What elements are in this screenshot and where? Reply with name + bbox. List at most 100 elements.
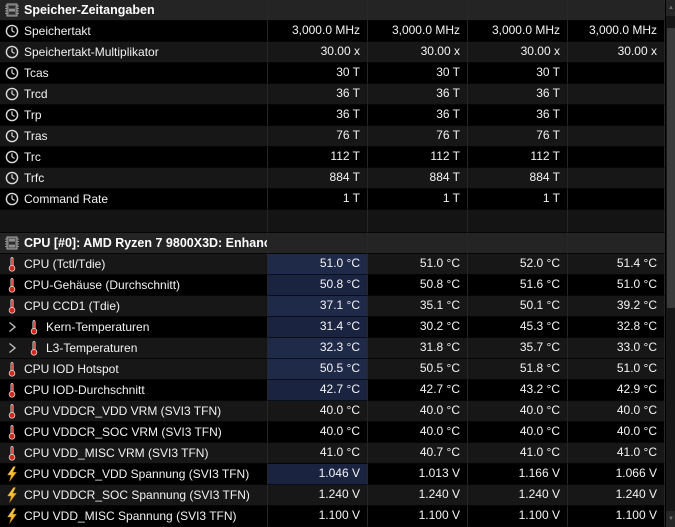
sensor-row[interactable]: Trcd 36 T 36 T 36 T <box>0 84 665 105</box>
sensor-label: CPU VDDCR_VDD Spannung (SVI3 TFN) <box>24 466 250 481</box>
current-value: 32.3 °C <box>268 338 368 359</box>
sensor-row[interactable]: CPU VDDCR_VDD Spannung (SVI3 TFN) 1.046 V… <box>0 464 665 485</box>
minimum-value: 40.0 °C <box>368 422 468 443</box>
thermometer-icon <box>26 319 42 335</box>
current-value: 37.1 °C <box>268 296 368 317</box>
current-value: 41.0 °C <box>268 443 368 464</box>
maximum-value: 41.0 °C <box>468 443 568 464</box>
sensor-label: Tras <box>24 128 48 143</box>
current-value: 31.4 °C <box>268 317 368 338</box>
sensor-row[interactable]: CPU VDDCR_SOC Spannung (SVI3 TFN) 1.240 V… <box>0 485 665 506</box>
average-value: 1.240 V <box>568 485 665 506</box>
section-header[interactable]: CPU [#0]: AMD Ryzen 7 9800X3D: Enhanced <box>0 233 665 254</box>
thermometer-icon <box>4 361 20 377</box>
sensor-label: Command Rate <box>24 191 109 206</box>
average-value: 1.100 V <box>568 506 665 527</box>
scroll-up-button[interactable]: ▲ <box>666 0 675 16</box>
maximum-value: 30 T <box>468 63 568 84</box>
section-header[interactable]: Speicher-Zeitangaben <box>0 0 665 21</box>
sensor-row[interactable]: CPU VDD_MISC VRM (SVI3 TFN) 41.0 °C 40.7 °… <box>0 443 665 464</box>
maximum-value: 52.0 °C <box>468 254 568 275</box>
vertical-scrollbar[interactable]: ▲ ▼ <box>665 0 675 527</box>
average-value: 33.0 °C <box>568 338 665 359</box>
sensor-row[interactable]: CPU (Tctl/Tdie) 51.0 °C 51.0 °C 52.0 °C 51.4… <box>0 254 665 275</box>
maximum-value: 40.0 °C <box>468 422 568 443</box>
average-value: 51.0 °C <box>568 275 665 296</box>
thermometer-icon <box>4 382 20 398</box>
minimum-value: 1.100 V <box>368 506 468 527</box>
average-value: 40.0 °C <box>568 422 665 443</box>
sensor-row[interactable]: Trp 36 T 36 T 36 T <box>0 105 665 126</box>
thermometer-icon <box>4 298 20 314</box>
current-value: 50.8 °C <box>268 275 368 296</box>
average-value: 32.8 °C <box>568 317 665 338</box>
sensor-label: Trc <box>24 149 41 164</box>
bolt-icon <box>4 487 20 503</box>
sensor-row[interactable]: CPU CCD1 (Tdie) 37.1 °C 35.1 °C 50.1 °C 39.2… <box>0 296 665 317</box>
average-value: 51.0 °C <box>568 359 665 380</box>
sensor-label: CPU IOD-Durchschnitt <box>24 382 145 397</box>
current-value: 1.240 V <box>268 485 368 506</box>
maximum-value: 76 T <box>468 126 568 147</box>
sensor-label: L3-Temperaturen <box>46 340 138 355</box>
average-value <box>568 126 665 147</box>
scroll-down-button[interactable]: ▼ <box>666 511 675 527</box>
current-value: 76 T <box>268 126 368 147</box>
maximum-value: 3,000.0 MHz <box>468 21 568 42</box>
sensor-label: CPU VDD_MISC VRM (SVI3 TFN) <box>24 445 209 460</box>
clock-icon <box>4 65 20 81</box>
minimum-value: 30.00 x <box>368 42 468 63</box>
sensor-row[interactable]: Speichertakt 3,000.0 MHz 3,000.0 MHz 3,000.… <box>0 21 665 42</box>
minimum-value: 40.7 °C <box>368 443 468 464</box>
sensor-row[interactable]: L3-Temperaturen 32.3 °C 31.8 °C 35.7 °C 33.0… <box>0 338 665 359</box>
expand-chevron-icon[interactable] <box>4 319 20 335</box>
minimum-value: 36 T <box>368 84 468 105</box>
average-value <box>568 147 665 168</box>
average-value <box>568 63 665 84</box>
average-value <box>568 105 665 126</box>
current-value: 112 T <box>268 147 368 168</box>
sensor-label: CPU VDDCR_SOC Spannung (SVI3 TFN) <box>24 487 250 502</box>
sensor-row[interactable]: CPU IOD-Durchschnitt 42.7 °C 42.7 °C 43.2 °… <box>0 380 665 401</box>
maximum-value: 36 T <box>468 105 568 126</box>
maximum-value: 884 T <box>468 168 568 189</box>
sensor-label: Kern-Temperaturen <box>46 319 150 334</box>
maximum-value: 112 T <box>468 147 568 168</box>
thermometer-icon <box>4 277 20 293</box>
scrollbar-thumb[interactable] <box>667 28 675 308</box>
current-value: 884 T <box>268 168 368 189</box>
average-value: 41.0 °C <box>568 443 665 464</box>
sensor-row[interactable]: Tcas 30 T 30 T 30 T <box>0 63 665 84</box>
sensor-row[interactable]: Speichertakt-Multiplikator 30.00 x 30.00 x… <box>0 42 665 63</box>
thermometer-icon <box>4 424 20 440</box>
minimum-value: 1 T <box>368 189 468 210</box>
minimum-value: 50.5 °C <box>368 359 468 380</box>
clock-icon <box>4 170 20 186</box>
maximum-value: 1 T <box>468 189 568 210</box>
expand-chevron-icon[interactable] <box>4 340 20 356</box>
section-title: Speicher-Zeitangaben <box>24 2 155 17</box>
minimum-value: 35.1 °C <box>368 296 468 317</box>
clock-icon <box>4 107 20 123</box>
sensor-row[interactable]: CPU-Gehäuse (Durchschnitt) 50.8 °C 50.8 °C… <box>0 275 665 296</box>
maximum-value: 30.00 x <box>468 42 568 63</box>
maximum-value: 43.2 °C <box>468 380 568 401</box>
sensor-row[interactable]: CPU VDDCR_SOC VRM (SVI3 TFN) 40.0 °C 40.0 … <box>0 422 665 443</box>
sensor-row[interactable]: Trc 112 T 112 T 112 T <box>0 147 665 168</box>
minimum-value: 40.0 °C <box>368 401 468 422</box>
minimum-value: 76 T <box>368 126 468 147</box>
sensor-label: Trp <box>24 107 42 122</box>
thermometer-icon <box>26 340 42 356</box>
sensor-row[interactable]: Tras 76 T 76 T 76 T <box>0 126 665 147</box>
sensor-label: Trcd <box>24 86 48 101</box>
current-value: 30 T <box>268 63 368 84</box>
sensor-row[interactable]: CPU IOD Hotspot 50.5 °C 50.5 °C 51.8 °C 51.0… <box>0 359 665 380</box>
sensor-row[interactable]: Trfc 884 T 884 T 884 T <box>0 168 665 189</box>
sensor-row[interactable]: Kern-Temperaturen 31.4 °C 30.2 °C 45.3 °C 32… <box>0 317 665 338</box>
minimum-value: 3,000.0 MHz <box>368 21 468 42</box>
current-value: 1.046 V <box>268 464 368 485</box>
sensor-row[interactable]: CPU VDDCR_VDD VRM (SVI3 TFN) 40.0 °C 40.0 … <box>0 401 665 422</box>
